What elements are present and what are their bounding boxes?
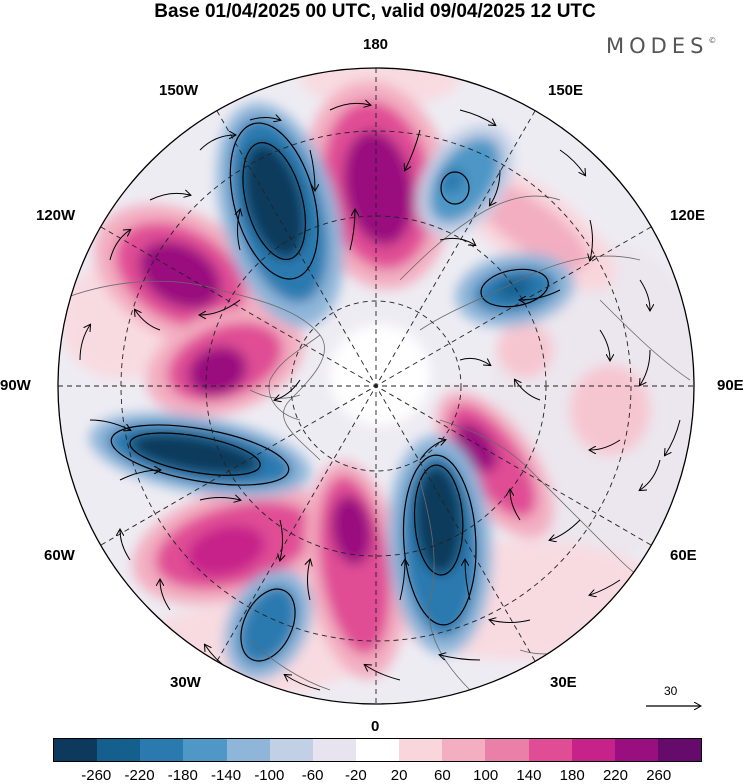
colorbar-segment (571, 739, 615, 761)
colorbar-tick-label: 100 (473, 767, 499, 784)
lon-label-90e: 90E (717, 377, 744, 394)
colorbar-segment (355, 739, 400, 761)
colorbar-segment (442, 739, 486, 761)
colorbar-tick-label: 140 (516, 767, 542, 784)
lon-label-120w: 120W (36, 207, 76, 224)
colorbar-segment (485, 739, 529, 761)
colorbar-tick-label: 180 (559, 767, 585, 784)
colorbar-segment (269, 739, 313, 761)
colorbar-segment (657, 739, 702, 761)
colorbar-tick-label: -260 (81, 767, 112, 784)
map-title: Base 01/04/2025 00 UTC, valid 09/04/2025… (154, 1, 596, 22)
polar-map (57, 67, 750, 735)
colorbar-tick-label: -180 (167, 767, 198, 784)
colorbar-tick-label: -140 (211, 767, 242, 784)
colorbar-tick-label: -100 (254, 767, 285, 784)
colorbar-segment (528, 739, 572, 761)
colorbar-tick-label: 260 (646, 767, 672, 784)
colorbar-tick-label: 60 (434, 767, 451, 784)
colorbar-segment (614, 739, 658, 761)
wind-vectors (79, 103, 681, 691)
colorbar-segment (226, 739, 270, 761)
lon-label-150w: 150W (159, 82, 199, 99)
colorbar-segment (54, 739, 98, 761)
colorbar-segment (97, 739, 141, 761)
reference-vector-label: 30 (664, 684, 678, 698)
lon-label-150e: 150E (548, 82, 584, 99)
colorbar-tick-label: 220 (602, 767, 628, 784)
colorbar-segment (140, 739, 184, 761)
lon-label-0: 0 (371, 718, 380, 735)
colorbar (53, 738, 702, 762)
colorbar-tick-label: 20 (390, 767, 408, 784)
lon-label-60w: 60W (44, 547, 75, 564)
map-boundary (57, 67, 695, 705)
colorbar-segment (312, 739, 356, 761)
colorbar-labels: -260 -220 -180 -140 -100 -60 -20 20 60 100 140 180 2… (53, 767, 702, 784)
colorbar-tick-label: -60 (301, 767, 324, 784)
contours (110, 122, 549, 662)
graticule (58, 68, 694, 704)
lon-label-30e: 30E (550, 674, 577, 691)
lon-label-120e: 120E (670, 207, 706, 224)
colorbar-segment (183, 739, 227, 761)
anomaly-field (58, 68, 694, 704)
colorbar-tick-label: -20 (345, 767, 367, 784)
lon-label-60e: 60E (670, 547, 697, 564)
lon-label-180: 180 (363, 36, 389, 53)
colorbar-segment (399, 739, 443, 761)
lon-label-30w: 30W (170, 674, 201, 691)
lon-label-90w: 90W (0, 377, 31, 394)
modes-logo: MODES© (606, 34, 717, 58)
colorbar-tick-label: -220 (124, 767, 155, 784)
